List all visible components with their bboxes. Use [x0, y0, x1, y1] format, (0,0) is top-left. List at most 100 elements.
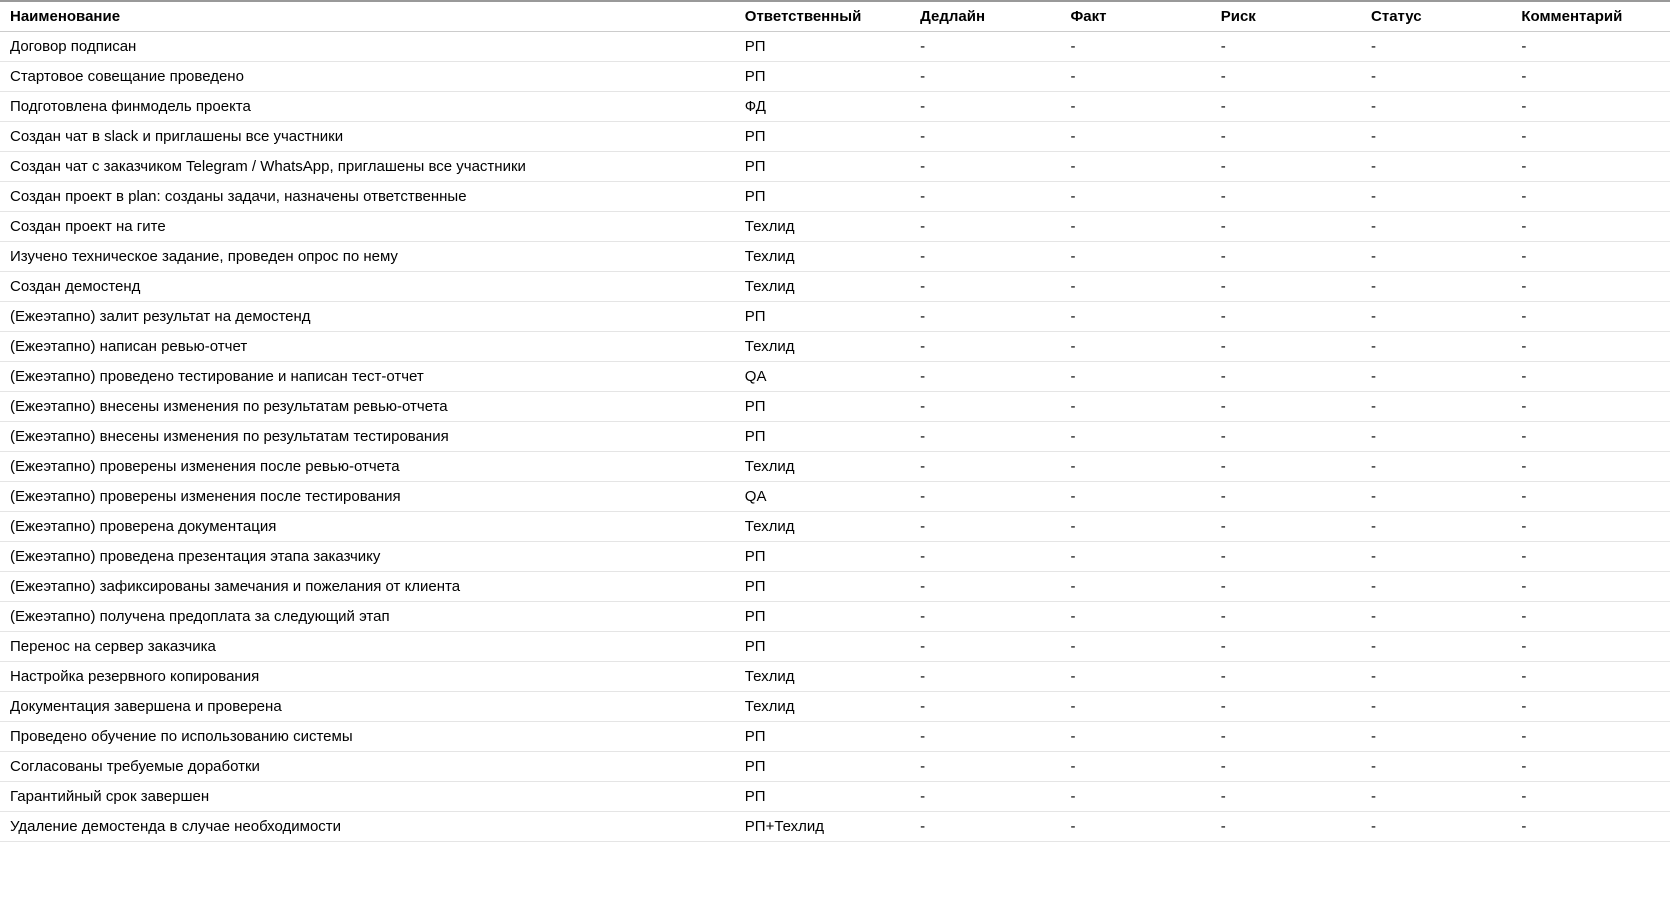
cell-status: -	[1361, 272, 1511, 302]
cell-risk: -	[1211, 692, 1361, 722]
cell-comment: -	[1511, 632, 1670, 662]
table-row: Изучено техническое задание, проведен оп…	[0, 242, 1670, 272]
cell-fact: -	[1060, 542, 1210, 572]
cell-responsible: Техлид	[735, 692, 910, 722]
cell-risk: -	[1211, 662, 1361, 692]
cell-comment: -	[1511, 242, 1670, 272]
cell-deadline: -	[910, 302, 1060, 332]
cell-status: -	[1361, 602, 1511, 632]
cell-status: -	[1361, 542, 1511, 572]
table-row: Перенос на сервер заказчикаРП-----	[0, 632, 1670, 662]
cell-deadline: -	[910, 92, 1060, 122]
cell-deadline: -	[910, 62, 1060, 92]
cell-responsible: РП	[735, 392, 910, 422]
cell-comment: -	[1511, 512, 1670, 542]
cell-responsible: РП	[735, 302, 910, 332]
cell-deadline: -	[910, 122, 1060, 152]
cell-deadline: -	[910, 32, 1060, 62]
column-header-name: Наименование	[0, 1, 735, 32]
cell-responsible: QA	[735, 362, 910, 392]
cell-responsible: Техлид	[735, 242, 910, 272]
cell-status: -	[1361, 632, 1511, 662]
cell-fact: -	[1060, 182, 1210, 212]
cell-comment: -	[1511, 62, 1670, 92]
cell-deadline: -	[910, 692, 1060, 722]
cell-comment: -	[1511, 722, 1670, 752]
cell-name: (Ежеэтапно) проведена презентация этапа …	[0, 542, 735, 572]
cell-fact: -	[1060, 752, 1210, 782]
table-row: Удаление демостенда в случае необходимос…	[0, 812, 1670, 842]
cell-status: -	[1361, 482, 1511, 512]
cell-risk: -	[1211, 92, 1361, 122]
cell-status: -	[1361, 812, 1511, 842]
cell-comment: -	[1511, 122, 1670, 152]
cell-responsible: РП	[735, 632, 910, 662]
cell-status: -	[1361, 392, 1511, 422]
cell-deadline: -	[910, 242, 1060, 272]
cell-comment: -	[1511, 152, 1670, 182]
column-header-responsible: Ответственный	[735, 1, 910, 32]
table-body: Договор подписанРП-----Стартовое совещан…	[0, 32, 1670, 842]
cell-fact: -	[1060, 272, 1210, 302]
cell-comment: -	[1511, 542, 1670, 572]
cell-comment: -	[1511, 482, 1670, 512]
project-checklist-table: Наименование Ответственный Дедлайн Факт …	[0, 0, 1670, 842]
cell-deadline: -	[910, 512, 1060, 542]
cell-name: Гарантийный срок завершен	[0, 782, 735, 812]
cell-deadline: -	[910, 632, 1060, 662]
cell-status: -	[1361, 452, 1511, 482]
cell-risk: -	[1211, 602, 1361, 632]
table-row: (Ежеэтапно) проверены изменения после те…	[0, 482, 1670, 512]
cell-responsible: РП	[735, 182, 910, 212]
cell-risk: -	[1211, 422, 1361, 452]
table-row: Создан чат с заказчиком Telegram / Whats…	[0, 152, 1670, 182]
cell-comment: -	[1511, 572, 1670, 602]
cell-name: (Ежеэтапно) проверены изменения после ре…	[0, 452, 735, 482]
table-row: Договор подписанРП-----	[0, 32, 1670, 62]
cell-name: (Ежеэтапно) проверены изменения после те…	[0, 482, 735, 512]
table-row: Создан проект в plan: созданы задачи, на…	[0, 182, 1670, 212]
cell-name: Удаление демостенда в случае необходимос…	[0, 812, 735, 842]
cell-name: Создан демостенд	[0, 272, 735, 302]
cell-fact: -	[1060, 422, 1210, 452]
cell-risk: -	[1211, 212, 1361, 242]
table-row: (Ежеэтапно) написан ревью-отчетТехлид---…	[0, 332, 1670, 362]
cell-status: -	[1361, 362, 1511, 392]
cell-comment: -	[1511, 422, 1670, 452]
cell-responsible: РП	[735, 722, 910, 752]
cell-comment: -	[1511, 692, 1670, 722]
column-header-risk: Риск	[1211, 1, 1361, 32]
cell-risk: -	[1211, 362, 1361, 392]
table-row: (Ежеэтапно) проверена документацияТехлид…	[0, 512, 1670, 542]
cell-status: -	[1361, 242, 1511, 272]
table-row: Стартовое совещание проведеноРП-----	[0, 62, 1670, 92]
cell-comment: -	[1511, 452, 1670, 482]
cell-responsible: РП	[735, 62, 910, 92]
cell-risk: -	[1211, 152, 1361, 182]
table-row: Подготовлена финмодель проектаФД-----	[0, 92, 1670, 122]
cell-deadline: -	[910, 452, 1060, 482]
cell-risk: -	[1211, 782, 1361, 812]
cell-deadline: -	[910, 332, 1060, 362]
cell-risk: -	[1211, 752, 1361, 782]
cell-risk: -	[1211, 722, 1361, 752]
cell-comment: -	[1511, 812, 1670, 842]
cell-responsible: РП	[735, 782, 910, 812]
cell-status: -	[1361, 32, 1511, 62]
cell-status: -	[1361, 92, 1511, 122]
cell-responsible: ФД	[735, 92, 910, 122]
cell-status: -	[1361, 422, 1511, 452]
cell-risk: -	[1211, 482, 1361, 512]
cell-status: -	[1361, 152, 1511, 182]
cell-status: -	[1361, 752, 1511, 782]
cell-responsible: РП	[735, 602, 910, 632]
cell-responsible: Техлид	[735, 212, 910, 242]
cell-risk: -	[1211, 542, 1361, 572]
cell-comment: -	[1511, 272, 1670, 302]
cell-responsible: Техлид	[735, 452, 910, 482]
cell-responsible: РП+Техлид	[735, 812, 910, 842]
cell-risk: -	[1211, 122, 1361, 152]
table-row: Согласованы требуемые доработкиРП-----	[0, 752, 1670, 782]
cell-responsible: РП	[735, 32, 910, 62]
cell-fact: -	[1060, 632, 1210, 662]
